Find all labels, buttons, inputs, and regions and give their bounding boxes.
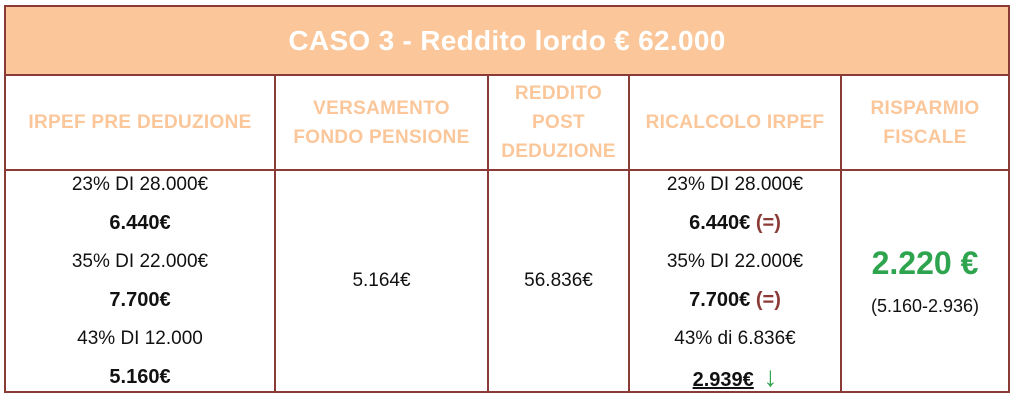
header-line: REDDITO [514, 83, 603, 104]
header-line: DEDUZIONE [501, 141, 616, 162]
versamento-value: 5.164€ [352, 269, 411, 291]
bracket-amount: 7.700€ [109, 289, 171, 311]
header-line: FISCALE [883, 126, 967, 148]
column-divider [274, 74, 276, 391]
bracket-text: 43% DI 12.000 [77, 327, 203, 349]
cell-reddito-post: 56.836€ [489, 171, 628, 391]
header-ricalcolo-irpef: RICALCOLO IRPEF [630, 76, 840, 169]
bracket-text: 23% DI 28.000€ [666, 173, 804, 195]
cell-risparmio-fiscale: 2.220 € (5.160-2.936) [842, 171, 1008, 391]
bracket-text: 35% DI 22.000€ [71, 250, 209, 272]
table-title: CASO 3 - Reddito lordo € 62.000 [6, 7, 1008, 76]
equal-marker: (=) [755, 289, 781, 311]
bracket-amount: 6.440€ [689, 212, 751, 234]
cell-irpef-pre-deduzione: 23% DI 28.000€ 6.440€ 35% DI 22.000€ 7.7… [6, 171, 274, 391]
reddito-post-value: 56.836€ [524, 269, 593, 291]
row-divider [6, 169, 1008, 171]
header-risparmio-fiscale: RISPARMIO FISCALE [842, 76, 1008, 169]
bracket-amount-row: 7.700€ (=) [689, 281, 781, 320]
tax-table: CASO 3 - Reddito lordo € 62.000 IRPEF PR… [4, 5, 1010, 393]
cell-versamento: 5.164€ [276, 171, 487, 391]
bracket-amount: 2.939€ [692, 369, 754, 391]
header-line: POST [532, 112, 585, 133]
bracket-amount-row: 2.939€ ↓ [693, 358, 778, 397]
saving-value: 2.220 € [871, 245, 979, 281]
equal-marker: (=) [755, 212, 781, 234]
saving-calculation: (5.160-2.936) [870, 296, 980, 316]
header-reddito-post-deduzione: REDDITO POST DEDUZIONE [489, 76, 628, 169]
bracket-amount-row: 6.440€ (=) [689, 204, 781, 243]
column-divider [840, 74, 842, 391]
header-line: RISPARMIO [870, 97, 980, 119]
bracket-text: 43% di 6.836€ [674, 327, 796, 349]
header-line: FONDO PENSIONE [293, 126, 470, 148]
cell-ricalcolo-irpef: 23% DI 28.000€ 6.440€ (=) 35% DI 22.000€… [630, 171, 840, 393]
header-versamento-fondo-pensione: VERSAMENTO FONDO PENSIONE [276, 76, 487, 169]
bracket-amount: 7.700€ [689, 289, 751, 311]
bracket-amount: 5.160€ [109, 366, 171, 388]
header-line: IRPEF PRE DEDUZIONE [28, 112, 252, 133]
arrow-down-icon: ↓ [763, 361, 778, 392]
header-line: VERSAMENTO [313, 97, 450, 119]
column-divider [487, 74, 489, 391]
bracket-text: 23% DI 28.000€ [71, 173, 209, 195]
bracket-text: 35% DI 22.000€ [666, 250, 804, 272]
column-divider [628, 74, 630, 391]
bracket-amount: 6.440€ [109, 212, 171, 234]
header-line: RICALCOLO IRPEF [645, 112, 825, 133]
header-irpef-pre-deduzione: IRPEF PRE DEDUZIONE [6, 76, 274, 169]
